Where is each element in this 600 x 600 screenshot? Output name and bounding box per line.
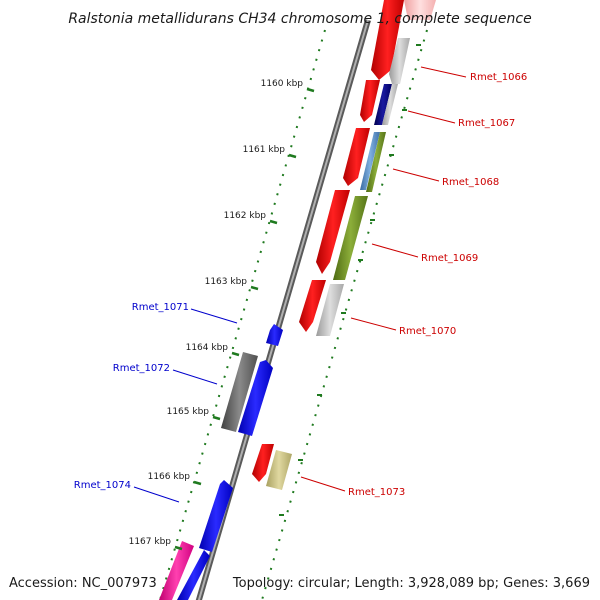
gene-1066-red — [371, 0, 404, 80]
forward-genes — [252, 0, 436, 490]
gene-leader-line — [420, 66, 467, 78]
gene-label: Rmet_1071 — [132, 302, 189, 313]
gene-1068-red — [343, 128, 370, 186]
gene-1068-steel — [360, 132, 380, 190]
reverse-genes — [159, 324, 283, 600]
kbp-label: 1167 kbp — [129, 537, 172, 547]
gene-1075-pink — [159, 541, 194, 600]
gene-1070-red — [299, 280, 326, 332]
gene-1072-dark — [221, 352, 258, 432]
kbp-tick — [269, 219, 278, 225]
genome-summary: Topology: circular; Length: 3,928,089 bp… — [232, 576, 590, 591]
kbp-tick — [174, 545, 183, 551]
kbp-tick — [212, 415, 221, 421]
gene-1068-olive — [366, 132, 386, 192]
inner-tick-track — [159, 29, 326, 600]
kbp-tick — [231, 351, 240, 357]
kbp-tick — [306, 87, 315, 93]
gene-1075-blue — [177, 550, 210, 600]
gene-1069-red — [316, 190, 350, 274]
kbp-label: 1161 kbp — [243, 145, 286, 155]
kbp-label: 1160 kbp — [261, 79, 304, 89]
gene-1073-red — [252, 444, 274, 482]
gene-label: Rmet_1070 — [399, 326, 456, 337]
gene-1072-blue — [238, 360, 273, 436]
gene-label: Rmet_1072 — [113, 363, 170, 374]
gene-1070-gray — [316, 284, 344, 336]
position-marks: 1160 kbp 1161 kbp 1162 kbp 1163 kbp 1164 kbp… — [129, 79, 315, 551]
gene-1067-navy — [374, 84, 392, 125]
gene-pale-top — [404, 0, 436, 20]
accession-label: Accession: NC_007973 — [9, 576, 157, 591]
gene-leader-line — [133, 486, 180, 503]
gene-leader-line — [172, 369, 218, 385]
kbp-tick — [193, 480, 202, 486]
gene-1067-red — [360, 80, 380, 122]
gene-1066-gray — [389, 38, 410, 84]
gene-1071-blue — [266, 324, 283, 346]
gene-1074-blue — [199, 480, 233, 552]
gene-1069-olive — [333, 196, 368, 280]
gene-leader-line — [392, 168, 440, 182]
gene-leader-line — [407, 110, 456, 124]
gene-label: Rmet_1074 — [74, 480, 131, 491]
kbp-label: 1165 kbp — [167, 407, 210, 417]
kbp-label: 1163 kbp — [205, 277, 248, 287]
gene-label-layer: Rmet_1066 Rmet_1067 Rmet_1068 Rmet_1069 Rmet… — [74, 66, 527, 503]
map-title: Ralstonia metallidurans CH34 chromosome … — [68, 11, 531, 27]
minor-ticks — [279, 44, 421, 516]
gene-leader-line — [190, 308, 238, 324]
kbp-tick — [250, 285, 259, 291]
gene-leader-line — [300, 476, 346, 492]
kbp-label: 1164 kbp — [186, 343, 229, 353]
gene-leader-line — [350, 317, 397, 331]
gene-label: Rmet_1066 — [470, 72, 527, 83]
kbp-label: 1162 kbp — [224, 211, 267, 221]
gene-1073-khaki — [266, 450, 292, 490]
gene-label: Rmet_1073 — [348, 487, 405, 498]
gene-label: Rmet_1069 — [421, 253, 478, 264]
gene-label: Rmet_1068 — [442, 177, 499, 188]
gene-label: Rmet_1067 — [458, 118, 515, 129]
kbp-label: 1166 kbp — [148, 472, 191, 482]
kbp-tick — [288, 153, 297, 159]
outer-tick-track — [261, 29, 428, 600]
gene-1067-gray — [382, 84, 398, 125]
gene-leader-line — [371, 243, 419, 258]
